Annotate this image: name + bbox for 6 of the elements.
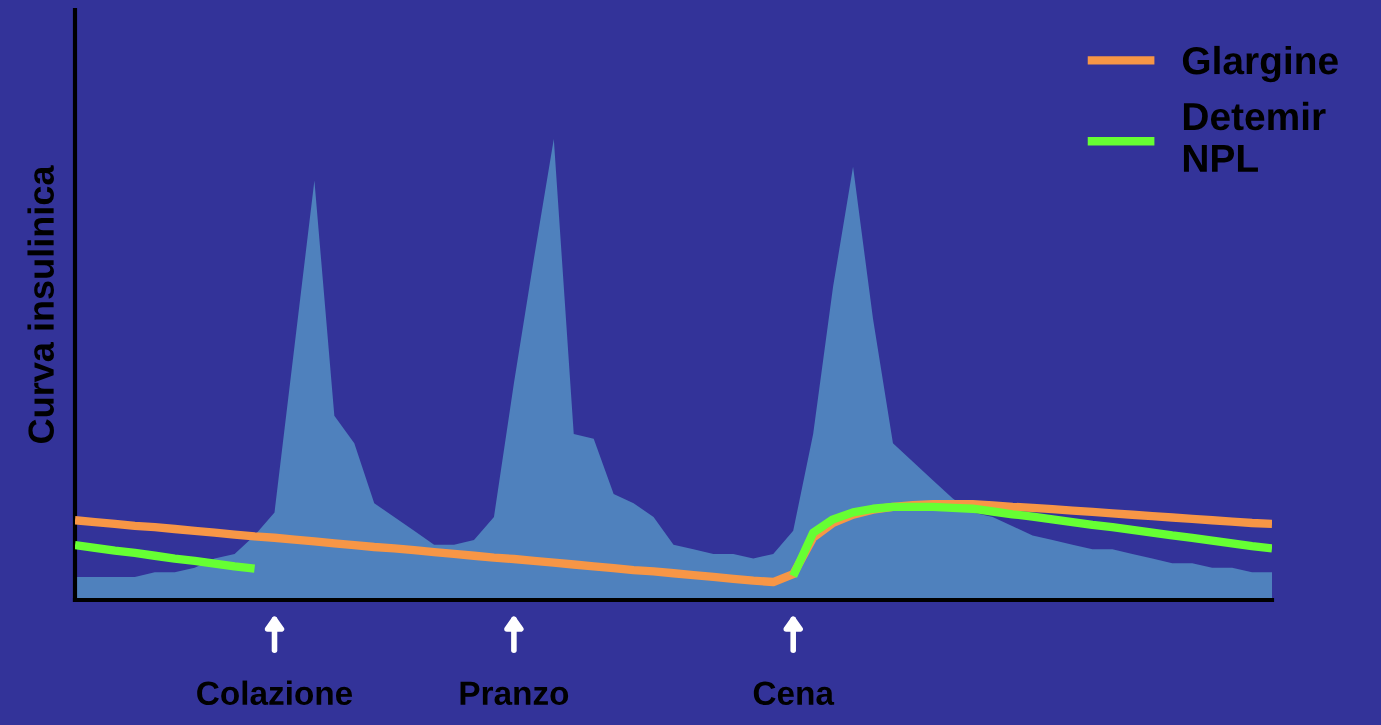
x-tick-label: Cena xyxy=(753,681,835,706)
x-tick-label: Pranzo xyxy=(460,681,569,706)
legend-label: Glargine xyxy=(1182,45,1338,83)
x-tick-label: Colazione xyxy=(197,680,353,706)
legend-label: Detemir NPL xyxy=(1183,101,1326,172)
y-axis-title: Curva insulinica xyxy=(27,165,54,443)
